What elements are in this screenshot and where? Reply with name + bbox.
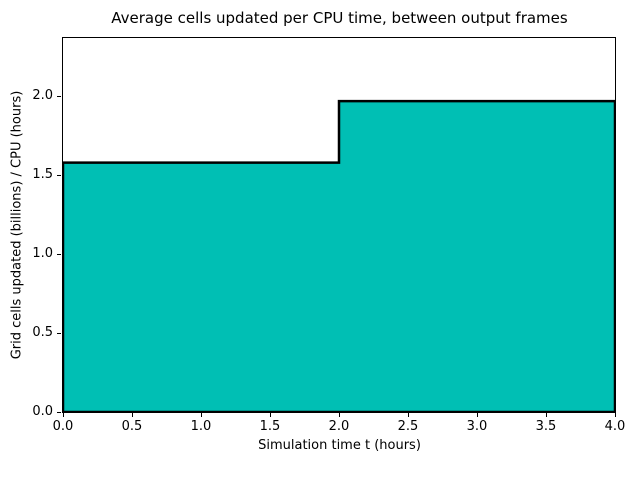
x-tick-mark <box>614 413 616 417</box>
y-tick-label: 2.0 <box>32 88 53 104</box>
x-tick-label: 0.0 <box>52 419 74 434</box>
plot-area <box>62 37 616 413</box>
histogram-canvas <box>63 99 615 412</box>
x-tick-label: 3.5 <box>535 419 557 434</box>
y-tick-mark <box>57 253 61 255</box>
x-tick-label: 2.0 <box>328 419 350 434</box>
x-tick-label: 1.5 <box>259 419 281 434</box>
x-tick-label: 4.0 <box>604 419 626 434</box>
y-axis-label: Grid cells updated (billions) / CPU (hou… <box>9 90 25 360</box>
chart-title: Average cells updated per CPU time, betw… <box>111 9 568 27</box>
y-tick-mark <box>57 332 61 334</box>
y-tick-label: 0.0 <box>32 404 53 419</box>
x-tick-label: 3.0 <box>466 419 488 434</box>
y-tick-label: 1.5 <box>32 167 53 183</box>
x-tick-mark <box>407 413 409 417</box>
x-tick-mark <box>545 413 547 417</box>
y-tick-mark <box>57 411 61 413</box>
x-tick-mark <box>338 413 340 417</box>
x-tick-mark <box>131 413 133 417</box>
x-tick-label: 1.0 <box>190 419 212 434</box>
x-axis-label: Simulation time t (hours) <box>258 438 421 453</box>
x-tick-mark <box>476 413 478 417</box>
y-tick-label: 0.5 <box>32 325 53 341</box>
x-tick-mark <box>269 413 271 417</box>
x-tick-label: 0.5 <box>121 419 143 434</box>
x-tick-mark <box>200 413 202 417</box>
y-tick-mark <box>57 174 61 176</box>
y-tick-mark <box>57 95 61 97</box>
y-tick-label: 1.0 <box>32 246 53 262</box>
x-tick-mark <box>62 413 64 417</box>
x-tick-label: 2.5 <box>397 419 419 434</box>
histogram-step-area <box>63 99 615 412</box>
